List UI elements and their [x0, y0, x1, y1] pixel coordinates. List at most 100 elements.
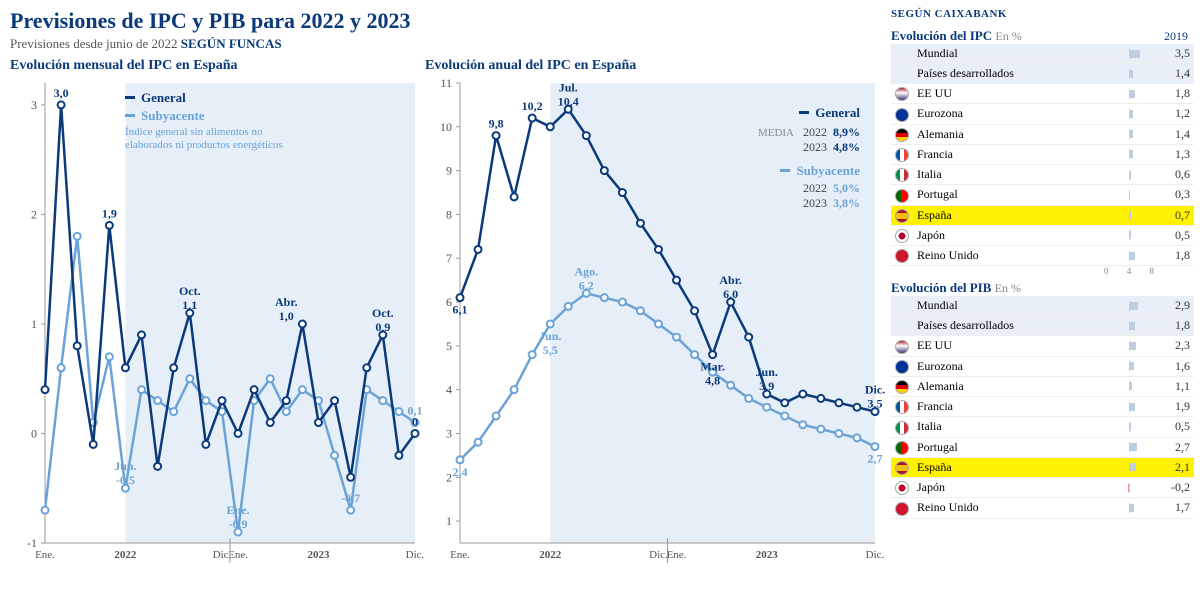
svg-text:6: 6 [446, 295, 452, 309]
value-cell: 2,7 [1158, 437, 1194, 457]
table-row: Reino Unido 1,7 [891, 498, 1194, 518]
country-name: Francia [913, 144, 1100, 164]
svg-text:4: 4 [446, 383, 452, 397]
svg-text:2022: 2022 [539, 549, 562, 561]
value-cell: 1,4 [1158, 124, 1194, 144]
svg-text:3,5: 3,5 [868, 397, 883, 411]
svg-text:1: 1 [31, 317, 37, 331]
svg-text:10,2: 10,2 [522, 99, 543, 113]
svg-text:-0,7: -0,7 [341, 491, 360, 505]
svg-text:Mar.: Mar. [700, 360, 725, 374]
svg-text:Oct.: Oct. [179, 284, 201, 298]
flag-icon [895, 380, 909, 394]
value-cell: 0,6 [1158, 165, 1194, 185]
chart2-legend: General MEDIA 2022 8,9% MEDIA 2023 4,8% … [755, 103, 860, 211]
table-row: Alemania 1,4 [891, 124, 1194, 144]
table-row: EE UU2,3 [891, 336, 1194, 356]
country-name: Japón [913, 478, 1100, 498]
svg-text:Ago.: Ago. [574, 264, 598, 278]
monthly-ipc-chart: Evolución mensual del IPC en España -1 0 1… [10, 58, 425, 578]
svg-text:6,2: 6,2 [579, 278, 594, 292]
value-cell: 0,5 [1158, 417, 1194, 437]
flag-icon [895, 108, 909, 122]
flag-icon [895, 360, 909, 374]
flag-icon [895, 148, 909, 162]
svg-text:Ene.: Ene. [35, 549, 55, 561]
svg-text:Dic.: Dic. [865, 383, 885, 397]
svg-text:-1: -1 [27, 536, 37, 550]
table-row: Países desarrollados 1,4 [891, 64, 1194, 84]
svg-text:9: 9 [446, 164, 452, 178]
table-row: Francia1,9 [891, 397, 1194, 417]
value-cell: 1,7 [1158, 498, 1194, 518]
svg-text:2: 2 [446, 470, 452, 484]
value-cell: 0,7 [1158, 205, 1194, 225]
value-cell: 3,5 [1158, 44, 1194, 64]
country-name: Reino Unido [913, 498, 1100, 518]
svg-text:10: 10 [440, 120, 452, 134]
svg-text:Jun.: Jun. [539, 329, 561, 343]
value-cell: 0,5 [1158, 225, 1194, 245]
right-source: SEGÚN CAIXABANK [891, 8, 1194, 20]
ipc-table: Mundial3,5Países desarrollados1,4EE UU1,… [891, 44, 1194, 266]
svg-text:2022: 2022 [114, 549, 137, 561]
svg-text:2,4: 2,4 [453, 465, 468, 479]
value-cell: 1,4 [1158, 64, 1194, 84]
value-cell: 0,3 [1158, 185, 1194, 205]
svg-text:0: 0 [31, 426, 37, 440]
flag-icon [895, 189, 909, 203]
country-name: España [913, 457, 1100, 477]
flag-icon [895, 481, 909, 495]
svg-text:2: 2 [31, 207, 37, 221]
svg-text:Jun.: Jun. [114, 459, 136, 473]
svg-text:Ene.: Ene. [667, 549, 687, 561]
country-name: Países desarrollados [913, 64, 1100, 84]
flag-icon [895, 441, 909, 455]
flag-icon [895, 340, 909, 354]
svg-text:10,4: 10,4 [558, 94, 579, 108]
country-name: Alemania [913, 124, 1100, 144]
table-row: Italia0,5 [891, 417, 1194, 437]
country-name: Países desarrollados [913, 316, 1100, 336]
table-row: Francia1,3 [891, 144, 1194, 164]
svg-text:3: 3 [31, 98, 37, 112]
table-row: Alemania1,1 [891, 376, 1194, 396]
ipc-scale: 048 [891, 266, 1194, 276]
svg-text:Jul.: Jul. [559, 80, 578, 94]
value-cell: 2,1 [1158, 457, 1194, 477]
svg-text:5: 5 [446, 339, 452, 353]
svg-text:6,0: 6,0 [723, 287, 738, 301]
flag-icon [895, 400, 909, 414]
chart2-title: Evolución anual del IPC en España [425, 58, 885, 74]
table-row: Japón-0,2 [891, 478, 1194, 498]
country-name: Italia [913, 165, 1100, 185]
svg-text:11: 11 [440, 78, 452, 90]
flag-icon [895, 87, 909, 101]
svg-text:3: 3 [446, 426, 452, 440]
table-row: España 2,1 [891, 457, 1194, 477]
value-cell: 1,8 [1158, 246, 1194, 266]
value-cell: 1,8 [1158, 316, 1194, 336]
table-row: Italia 0,6 [891, 165, 1194, 185]
chart1-legend: General Subyacente Índice general sin al… [125, 88, 295, 152]
svg-text:2023: 2023 [307, 549, 330, 561]
country-name: Mundial [913, 44, 1100, 64]
country-name: Japón [913, 225, 1100, 245]
country-name: Eurozona [913, 356, 1100, 376]
page-subtitle: Previsiones desde junio de 2022 SEGÚN FU… [10, 36, 875, 52]
country-name: Portugal [913, 185, 1100, 205]
table-row: Países desarrollados 1,8 [891, 316, 1194, 336]
svg-text:1,9: 1,9 [102, 206, 117, 220]
table-row: Portugal 0,3 [891, 185, 1194, 205]
page-title: Previsiones de IPC y PIB para 2022 y 202… [10, 8, 875, 34]
svg-text:Jun.: Jun. [756, 365, 778, 379]
svg-text:-0,5: -0,5 [116, 473, 135, 487]
svg-text:0,9: 0,9 [375, 320, 390, 334]
country-name: Reino Unido [913, 246, 1100, 266]
table-row: España0,7 [891, 205, 1194, 225]
table-row: Mundial2,9 [891, 296, 1194, 316]
chart1-title: Evolución mensual del IPC en España [10, 58, 425, 74]
svg-text:5,5: 5,5 [543, 343, 558, 357]
table-row: Eurozona1,6 [891, 356, 1194, 376]
country-name: Mundial [913, 296, 1100, 316]
